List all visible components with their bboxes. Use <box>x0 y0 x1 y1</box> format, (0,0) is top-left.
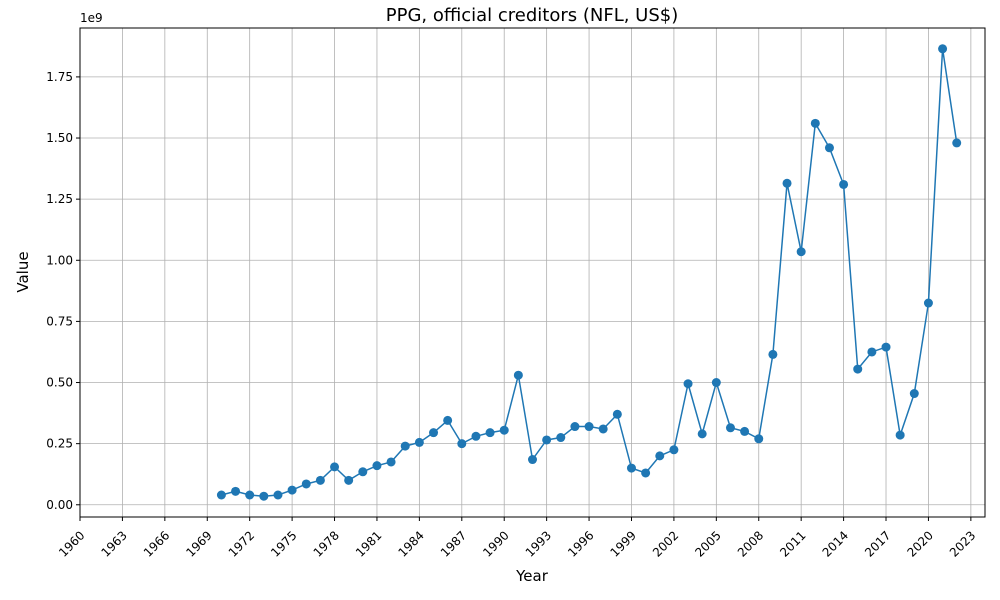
data-point <box>824 143 834 153</box>
data-point <box>457 439 467 449</box>
data-point <box>245 490 255 500</box>
data-point <box>923 298 933 308</box>
x-tick-label: 2023 <box>947 528 978 559</box>
data-point <box>344 475 354 485</box>
data-point <box>358 467 368 477</box>
y-tick-label: 0.75 <box>46 314 73 328</box>
x-tick-label: 1993 <box>523 528 554 559</box>
data-point <box>414 437 424 447</box>
x-tick-label: 1966 <box>141 528 172 559</box>
data-point <box>485 428 495 438</box>
data-point <box>697 429 707 439</box>
data-point <box>315 475 325 485</box>
plot-frame <box>79 27 986 518</box>
data-point <box>641 468 651 478</box>
x-tick-label: 1999 <box>608 528 639 559</box>
data-point <box>513 370 523 380</box>
data-point <box>895 430 905 440</box>
data-point <box>782 178 792 188</box>
data-point <box>881 342 891 352</box>
y-axis-ticks: 0.00 0.25 0.50 0.75 1.00 1.25 1.50 1.75 <box>46 70 80 512</box>
y-tick-label: 0.25 <box>46 437 73 451</box>
x-tick-label: 1987 <box>438 528 469 559</box>
x-tick-label: 1975 <box>268 528 299 559</box>
x-axis-ticks: 1960 1963 1966 1969 1972 1975 1978 1981 1984 1987… <box>56 517 978 560</box>
data-point <box>429 428 439 438</box>
data-point <box>626 463 636 473</box>
data-point <box>542 435 552 445</box>
data-point <box>471 431 481 441</box>
data-point <box>655 451 665 461</box>
x-tick-label: 1978 <box>311 528 342 559</box>
series-line <box>216 44 962 501</box>
x-tick-label: 1960 <box>56 528 87 559</box>
y-tick-label: 0.00 <box>46 498 73 512</box>
data-point <box>598 424 608 434</box>
data-point <box>683 379 693 389</box>
x-tick-label: 1981 <box>353 528 384 559</box>
x-tick-label: 2011 <box>777 528 808 559</box>
data-point <box>952 138 962 148</box>
x-tick-label: 1990 <box>480 528 511 559</box>
data-point <box>386 457 396 467</box>
data-point <box>287 485 297 495</box>
data-point <box>330 462 340 472</box>
data-point <box>938 44 948 54</box>
grid-lines <box>79 28 985 517</box>
data-point <box>909 389 919 399</box>
data-point <box>584 422 594 432</box>
x-tick-label: 2002 <box>650 528 681 559</box>
data-point <box>499 425 509 435</box>
axes <box>79 27 986 518</box>
data-point <box>669 445 679 455</box>
data-point <box>273 490 283 500</box>
data-point <box>400 441 410 451</box>
data-point <box>754 434 764 444</box>
x-tick-label: 1963 <box>98 528 129 559</box>
x-tick-label: 2014 <box>820 528 851 559</box>
y-tick-label: 1.00 <box>46 253 73 267</box>
x-tick-label: 2017 <box>862 528 893 559</box>
x-tick-label: 1984 <box>395 528 426 559</box>
y-tick-label: 0.50 <box>46 376 73 390</box>
data-point <box>867 347 877 357</box>
data-point <box>725 423 735 433</box>
y-tick-label: 1.75 <box>46 70 73 84</box>
data-point <box>443 415 453 425</box>
x-tick-label: 1969 <box>183 528 214 559</box>
data-point <box>740 426 750 436</box>
data-point <box>301 479 311 489</box>
data-point <box>528 455 537 465</box>
x-tick-label: 2005 <box>692 528 723 559</box>
data-point <box>372 461 382 471</box>
data-point <box>612 409 622 419</box>
data-point <box>810 118 820 128</box>
x-tick-label: 1972 <box>226 528 257 559</box>
y-axis-label: Value <box>14 251 32 292</box>
data-point <box>216 490 226 500</box>
data-point <box>556 433 566 443</box>
data-point <box>711 378 721 388</box>
y-tick-label: 1.25 <box>46 192 73 206</box>
x-tick-label: 2020 <box>904 528 935 559</box>
x-tick-label: 2008 <box>735 528 766 559</box>
chart-title: PPG, official creditors (NFL, US$) <box>386 5 679 26</box>
x-axis-label: Year <box>515 567 549 585</box>
y-tick-label: 1.50 <box>46 131 73 145</box>
x-tick-label: 1996 <box>565 528 596 559</box>
data-point <box>570 422 580 432</box>
data-point <box>796 247 806 257</box>
data-point <box>839 179 849 189</box>
data-point <box>231 486 241 496</box>
data-point <box>259 491 269 501</box>
data-point <box>768 349 778 359</box>
data-point <box>853 364 863 374</box>
y-offset-label: 1e9 <box>80 11 103 25</box>
